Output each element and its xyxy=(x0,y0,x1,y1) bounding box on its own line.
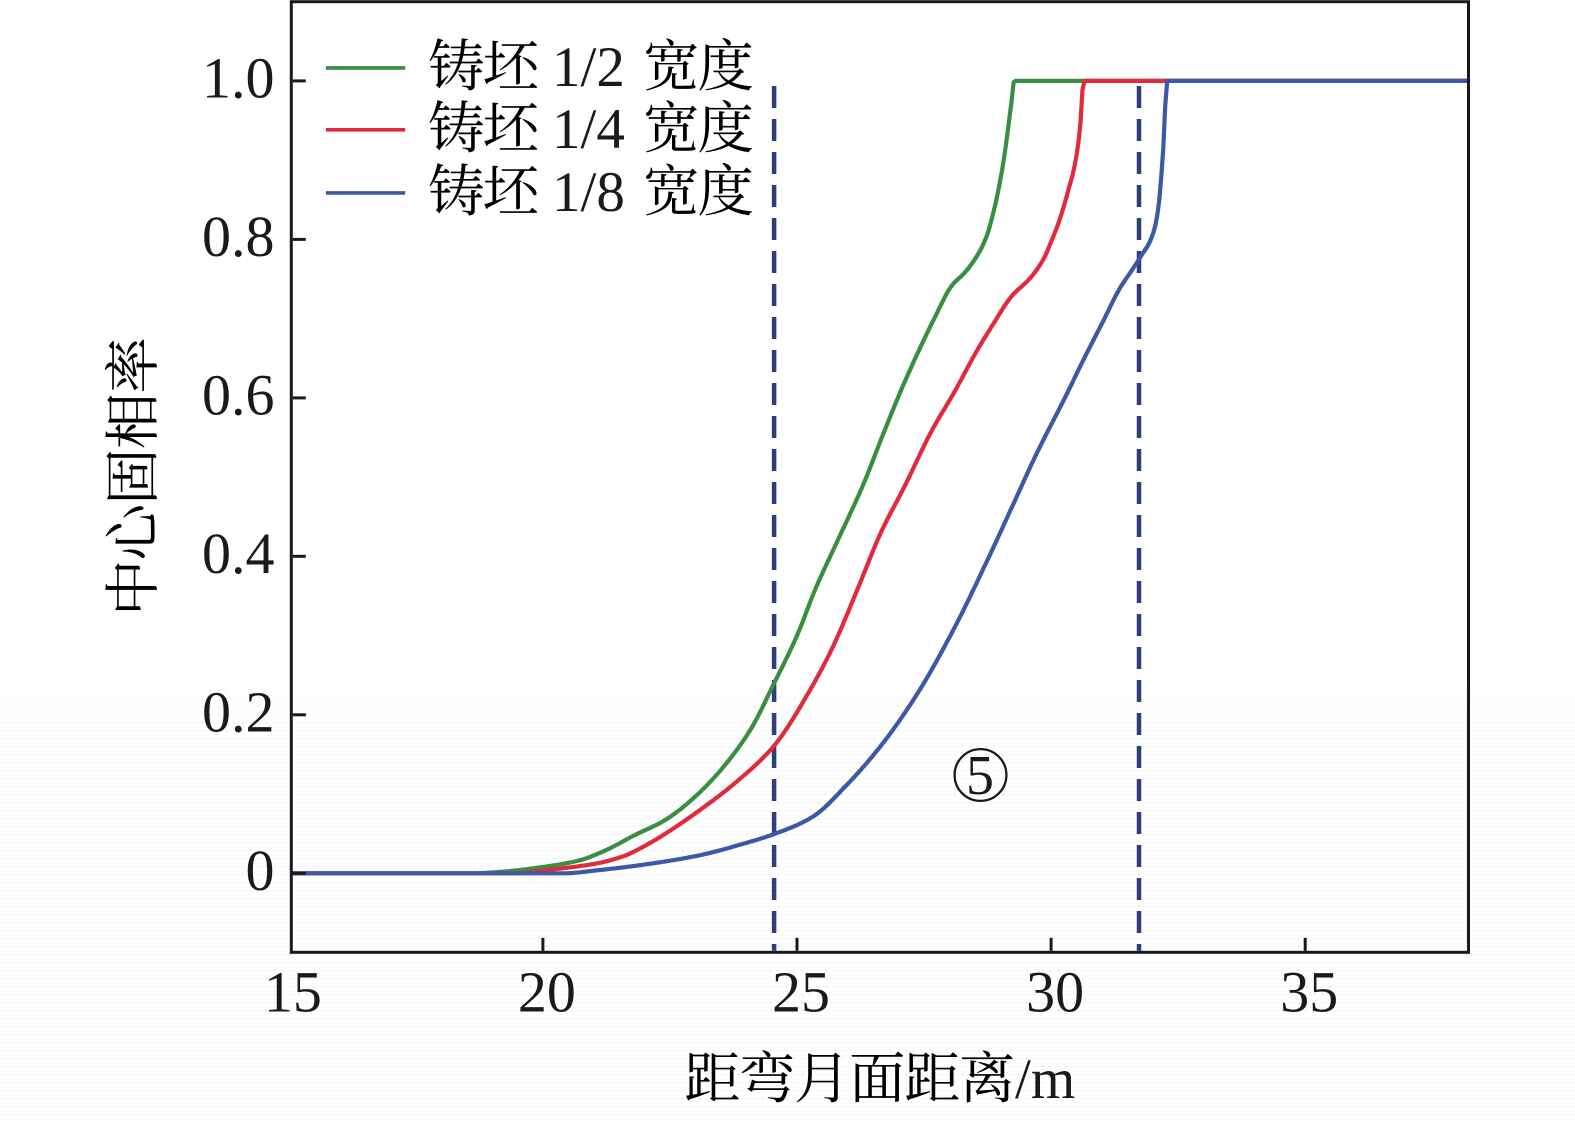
svg-text:0.8: 0.8 xyxy=(202,204,275,269)
svg-text:30: 30 xyxy=(1026,960,1084,1025)
svg-text:15: 15 xyxy=(264,960,322,1025)
svg-text:1/8: 1/8 xyxy=(552,161,625,224)
svg-text:0.4: 0.4 xyxy=(202,521,275,586)
svg-text:0.2: 0.2 xyxy=(202,679,275,744)
svg-text:1/2: 1/2 xyxy=(552,36,625,99)
svg-text:0: 0 xyxy=(246,838,275,903)
svg-text:20: 20 xyxy=(518,960,576,1025)
svg-text:25: 25 xyxy=(772,960,830,1025)
svg-text:1/4: 1/4 xyxy=(552,98,625,161)
svg-text:/m: /m xyxy=(1015,1048,1075,1111)
svg-text:5: 5 xyxy=(966,745,994,807)
svg-text:35: 35 xyxy=(1280,960,1338,1025)
svg-text:1.0: 1.0 xyxy=(202,45,275,110)
svg-text:0.6: 0.6 xyxy=(202,362,275,427)
